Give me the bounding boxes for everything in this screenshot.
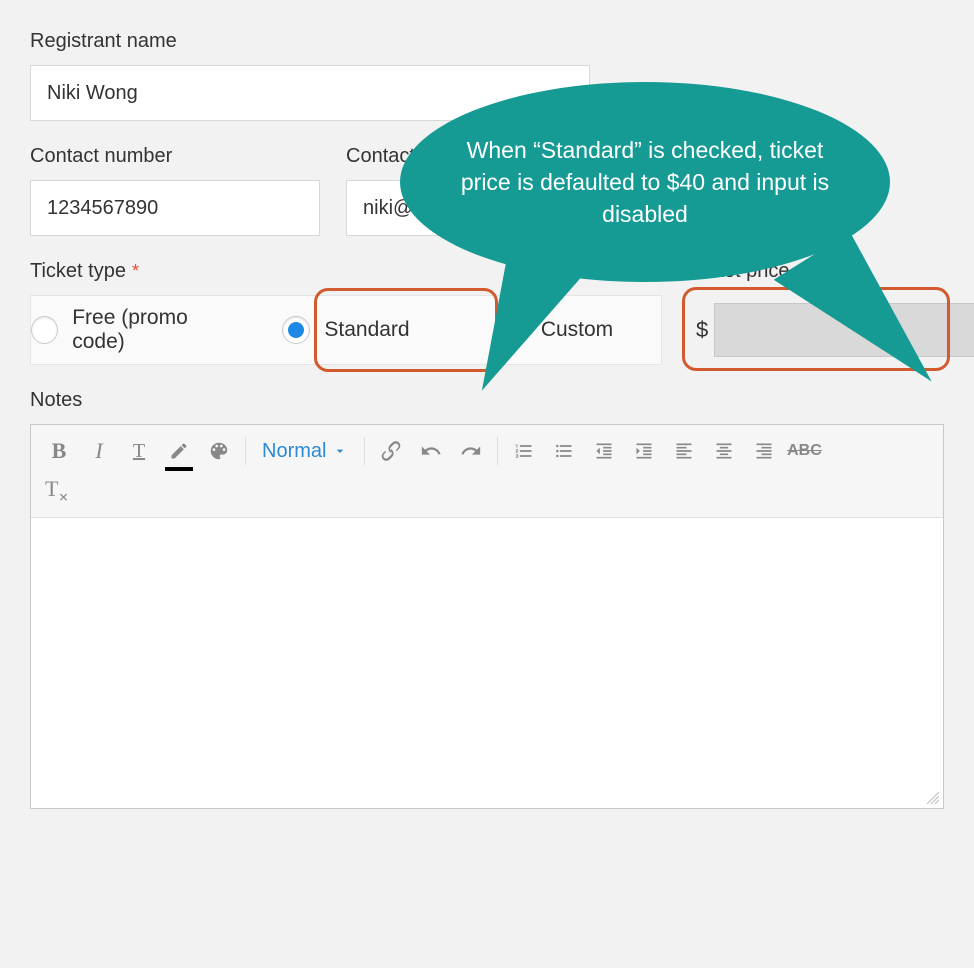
- pencil-icon: [169, 441, 189, 461]
- strikethrough-icon: ABC: [787, 442, 822, 460]
- ticket-price-group: Ticket price $: [688, 260, 944, 365]
- bg-color-button[interactable]: [201, 433, 237, 469]
- registrant-name-group: Registrant name: [30, 30, 944, 121]
- ticket-price-label: Ticket price: [688, 260, 944, 283]
- ticket-price-input: [714, 303, 974, 357]
- link-icon: [380, 440, 402, 462]
- ticket-type-label-text: Ticket type: [30, 260, 126, 283]
- italic-button[interactable]: I: [81, 433, 117, 469]
- radio-label-standard: Standard: [324, 318, 409, 342]
- contact-number-label: Contact number: [30, 145, 320, 168]
- radio-label-custom: Custom: [541, 318, 613, 342]
- currency-symbol: $: [696, 317, 708, 343]
- align-center-button[interactable]: [706, 433, 742, 469]
- outdent-icon: [594, 441, 614, 461]
- contact-number-input[interactable]: [30, 180, 320, 236]
- notes-group: Notes B I T Normal: [30, 389, 944, 809]
- toolbar-separator: [364, 437, 365, 465]
- ticket-type-group: Ticket type * Free (promo code) Standard…: [30, 260, 662, 365]
- radio-circle-standard: [282, 316, 310, 344]
- text-color-button[interactable]: [161, 433, 197, 469]
- bold-button[interactable]: B: [41, 433, 77, 469]
- numbered-list-icon: [514, 441, 534, 461]
- redo-button[interactable]: [453, 433, 489, 469]
- indent-button[interactable]: [626, 433, 662, 469]
- contact-row: Contact number Contact email: [30, 145, 944, 260]
- toolbar-separator: [245, 437, 246, 465]
- ticket-price-wrap: $: [688, 295, 944, 365]
- contact-email-group: Contact email: [346, 145, 636, 236]
- align-right-icon: [754, 441, 774, 461]
- bullet-list-icon: [554, 441, 574, 461]
- radio-custom[interactable]: Custom: [451, 296, 661, 364]
- chevron-down-icon: [332, 443, 348, 459]
- editor-textarea[interactable]: [31, 518, 943, 808]
- clear-format-icon: T✕: [45, 476, 69, 505]
- underline-button[interactable]: T: [121, 433, 157, 469]
- registrant-name-input[interactable]: [30, 65, 590, 121]
- toolbar-separator: [497, 437, 498, 465]
- radio-circle-custom: [499, 316, 527, 344]
- undo-icon: [420, 440, 442, 462]
- align-right-button[interactable]: [746, 433, 782, 469]
- align-left-button[interactable]: [666, 433, 702, 469]
- radio-free[interactable]: Free (promo code): [31, 296, 241, 364]
- format-label: Normal: [262, 440, 326, 463]
- rich-text-editor: B I T Normal: [30, 424, 944, 809]
- redo-icon: [460, 440, 482, 462]
- required-mark: *: [132, 261, 139, 282]
- align-center-icon: [714, 441, 734, 461]
- radio-circle-free: [31, 316, 58, 344]
- editor-toolbar: B I T Normal: [31, 425, 943, 518]
- contact-email-input[interactable]: [346, 180, 636, 236]
- outdent-button[interactable]: [586, 433, 622, 469]
- format-dropdown[interactable]: Normal: [254, 440, 356, 463]
- radio-standard[interactable]: Standard: [241, 296, 451, 364]
- clear-format-button[interactable]: T✕: [41, 473, 933, 509]
- registrant-name-label: Registrant name: [30, 30, 944, 53]
- contact-number-group: Contact number: [30, 145, 320, 236]
- undo-button[interactable]: [413, 433, 449, 469]
- indent-icon: [634, 441, 654, 461]
- ticket-type-radio-row: Free (promo code) Standard Custom: [30, 295, 662, 365]
- contact-email-label: Contact email: [346, 145, 636, 168]
- ticket-section: Ticket type * Free (promo code) Standard…: [30, 260, 944, 389]
- notes-label: Notes: [30, 389, 944, 412]
- link-button[interactable]: [373, 433, 409, 469]
- palette-icon: [208, 440, 230, 462]
- radio-label-free: Free (promo code): [72, 306, 241, 354]
- numbered-list-button[interactable]: [506, 433, 542, 469]
- align-left-icon: [674, 441, 694, 461]
- strikethrough-button[interactable]: ABC: [786, 433, 822, 469]
- ticket-type-label: Ticket type *: [30, 260, 662, 283]
- resize-handle-icon[interactable]: [927, 792, 941, 806]
- bullet-list-button[interactable]: [546, 433, 582, 469]
